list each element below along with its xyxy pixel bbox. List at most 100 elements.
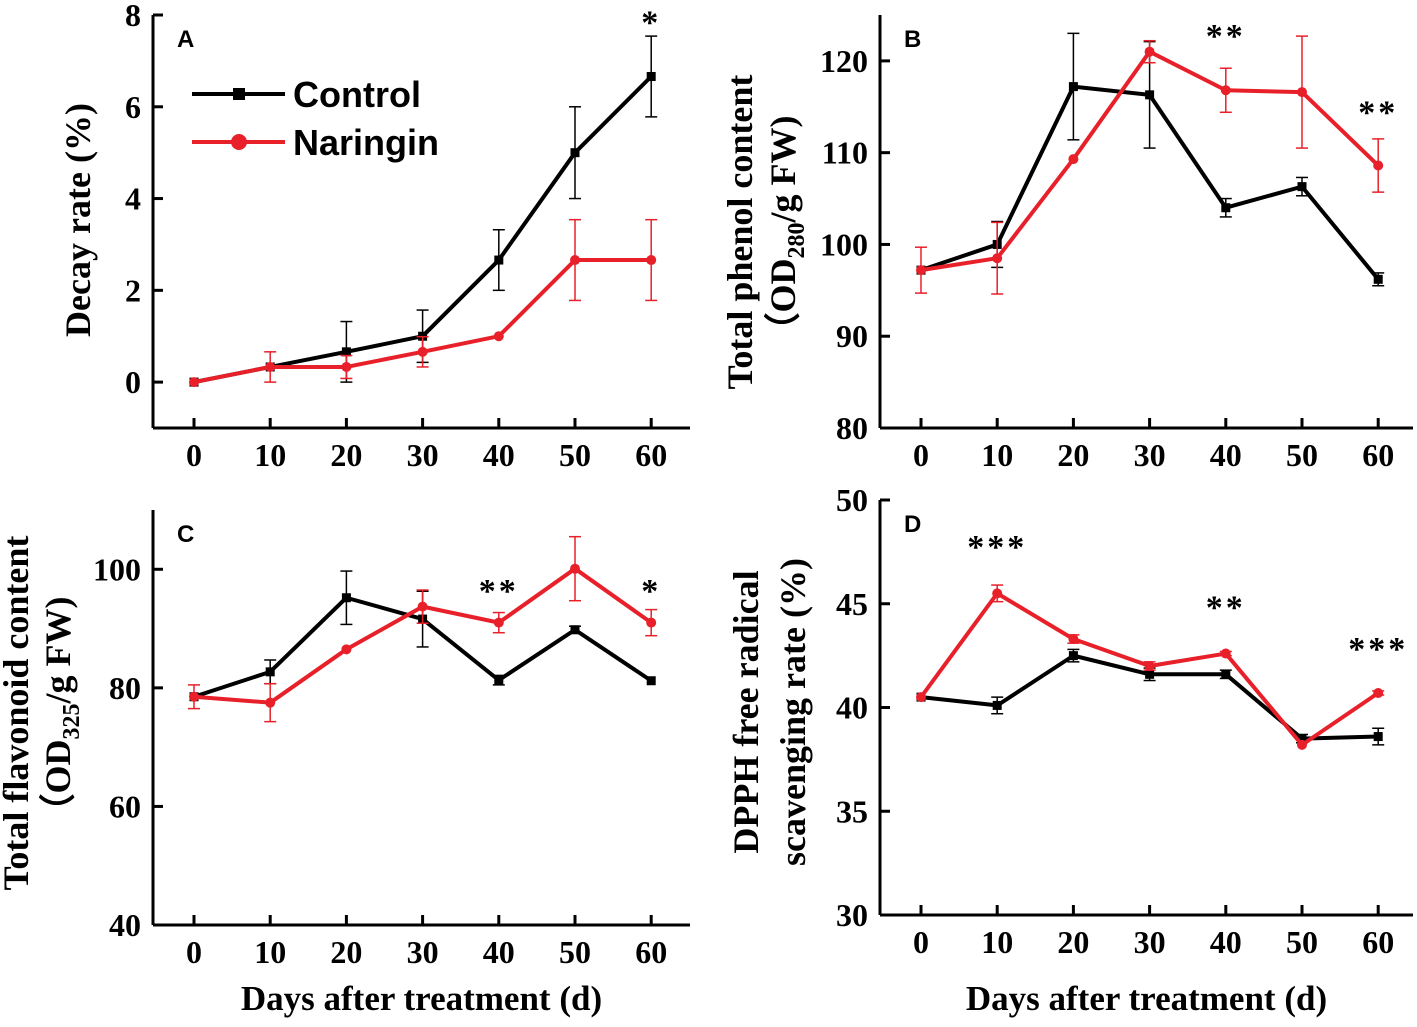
- data-point: [493, 331, 504, 342]
- data-point: [992, 253, 1003, 264]
- y-tick-label: 2: [125, 272, 141, 308]
- y-axis-label: Total flavonoid content: [0, 536, 36, 891]
- y-axis-label: （OD325/g FW): [38, 597, 85, 830]
- significance-label: ***: [967, 529, 1027, 566]
- x-tick-label: 0: [913, 924, 929, 960]
- data-point: [341, 644, 352, 655]
- x-tick-label: 40: [1210, 437, 1242, 473]
- x-tick-label: 50: [1286, 924, 1318, 960]
- y-tick-label: 30: [836, 897, 868, 933]
- x-tick-label: 40: [1210, 924, 1242, 960]
- significance-label: ***: [1348, 631, 1408, 668]
- data-point: [1221, 203, 1231, 213]
- y-axis-label: （OD280/g FW): [763, 116, 810, 349]
- data-point: [992, 588, 1003, 599]
- legend-marker: [231, 134, 247, 150]
- data-point: [265, 361, 276, 372]
- legend-item-control: Control: [192, 74, 421, 115]
- data-point: [189, 377, 199, 388]
- x-tick-label: 60: [635, 437, 667, 473]
- x-tick-label: 10: [254, 934, 286, 970]
- data-point: [1221, 669, 1231, 679]
- data-point: [1144, 661, 1155, 671]
- series-naringin: [916, 584, 1385, 750]
- y-tick-label: 100: [93, 551, 141, 587]
- series-naringin: [189, 218, 658, 388]
- y-tick-label: 35: [836, 793, 868, 829]
- y-tick-label: 80: [109, 670, 141, 706]
- y-tick-label: 40: [109, 907, 141, 943]
- data-point: [570, 148, 580, 158]
- data-point: [646, 255, 657, 266]
- data-point: [1220, 85, 1231, 96]
- y-tick-label: 6: [125, 89, 141, 125]
- x-tick-label: 40: [483, 934, 515, 970]
- x-tick-label: 30: [407, 934, 439, 970]
- data-point: [646, 71, 656, 81]
- data-point: [1373, 160, 1384, 171]
- data-point: [341, 347, 351, 357]
- legend-item-naringin: Naringin: [192, 122, 439, 163]
- data-point: [1373, 687, 1384, 698]
- x-tick-label: 50: [1286, 437, 1318, 473]
- x-tick-label: 30: [1134, 437, 1166, 473]
- x-axis-label: Days after treatment (d): [966, 979, 1327, 1018]
- data-point: [916, 692, 926, 703]
- data-point: [646, 676, 656, 686]
- legend-label: Control: [293, 74, 421, 115]
- y-axis-label: Total phenol content: [720, 75, 760, 390]
- data-point: [494, 675, 504, 685]
- significance-label: **: [1358, 94, 1398, 131]
- data-point: [1373, 274, 1383, 284]
- panel-c: 40 60 80 100 0 10 20 30 40 50 60 C Total flavonoid c…: [0, 510, 690, 1018]
- x-tick-label: 10: [254, 437, 286, 473]
- data-point: [1373, 732, 1383, 742]
- data-point: [570, 625, 580, 635]
- significance-label: *: [641, 573, 661, 610]
- x-tick-label: 20: [330, 934, 362, 970]
- legend-marker: [233, 88, 245, 100]
- data-point: [570, 563, 580, 574]
- y-axis-label: Decay rate (%): [58, 103, 98, 337]
- x-tick-label: 60: [1362, 924, 1394, 960]
- data-point: [1068, 154, 1079, 165]
- data-point: [1144, 46, 1155, 57]
- y-tick-label: 120: [820, 43, 868, 79]
- data-point: [1297, 734, 1307, 744]
- x-tick-label: 20: [1057, 437, 1089, 473]
- y-tick-label: 110: [822, 135, 868, 171]
- data-point: [189, 691, 199, 702]
- data-point: [417, 346, 428, 357]
- x-tick-label: 10: [981, 924, 1013, 960]
- data-point: [1068, 634, 1079, 645]
- y-tick-label: 0: [125, 364, 141, 400]
- significance-label: **: [1206, 18, 1246, 55]
- x-tick-label: 20: [330, 437, 362, 473]
- data-point: [341, 361, 352, 372]
- x-tick-label: 10: [981, 437, 1013, 473]
- data-point: [1297, 182, 1307, 192]
- significance-label: **: [479, 573, 519, 610]
- data-point: [494, 255, 504, 265]
- data-point: [1068, 82, 1078, 92]
- x-axis-label: Days after treatment (d): [241, 979, 602, 1018]
- x-tick-label: 40: [483, 437, 515, 473]
- data-point: [341, 593, 351, 603]
- series-naringin: [188, 535, 658, 723]
- y-tick-label: 4: [125, 181, 141, 217]
- x-tick-label: 50: [559, 437, 591, 473]
- data-point: [1068, 651, 1078, 661]
- data-point: [493, 617, 504, 628]
- data-point: [646, 617, 657, 628]
- panel-a: 0 2 4 6 8 0 10 20 30 40 50 60 A Decay rate (%) *: [58, 0, 690, 473]
- legend: Control Naringin: [192, 74, 439, 163]
- data-point: [992, 700, 1002, 710]
- data-point: [265, 697, 276, 708]
- x-tick-label: 30: [1134, 924, 1166, 960]
- panel-d: 30 35 40 45 50 0 10 20 30 40 50 60 D DPPH free radica…: [726, 482, 1413, 1018]
- data-point: [570, 255, 580, 266]
- y-axis-label: scavenging rate (%): [773, 558, 813, 866]
- panel-letter: B: [904, 26, 921, 53]
- series-control: [189, 35, 658, 387]
